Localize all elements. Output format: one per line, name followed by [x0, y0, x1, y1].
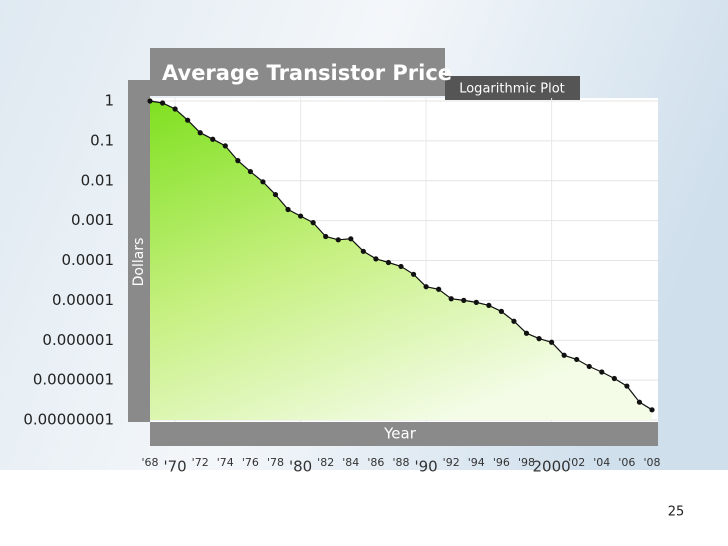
x-tick-label: '72: [192, 456, 209, 469]
point: [611, 375, 617, 382]
point: [410, 271, 417, 277]
x-tick-label: '06: [618, 456, 635, 469]
x-tick-label: '70: [163, 458, 186, 476]
y-tick-label: 0.00000001: [23, 411, 114, 429]
x-tick-label: '88: [392, 456, 409, 469]
point: [272, 191, 279, 198]
x-tick-label: '04: [593, 456, 610, 469]
point: [486, 302, 492, 308]
x-tick-label: '74: [217, 456, 234, 469]
point: [210, 136, 216, 142]
y-tick-label: 0.001: [71, 211, 114, 229]
x-tick-label: '90: [414, 458, 437, 476]
point: [523, 330, 530, 336]
y-tick-label: 0.01: [81, 171, 114, 189]
point: [636, 399, 643, 405]
x-tick-label: '02: [568, 456, 585, 469]
point: [536, 335, 542, 342]
point: [373, 256, 379, 262]
point: [549, 339, 555, 345]
y-axis-label: Dollars: [131, 238, 147, 287]
x-tick-label: '82: [317, 456, 334, 469]
point: [235, 158, 241, 164]
y-tick-label: 0.1: [90, 131, 114, 149]
point: [147, 98, 153, 104]
area: [150, 101, 652, 420]
x-tick-label: '08: [643, 456, 660, 469]
x-axis-bar: [150, 422, 658, 446]
point: [561, 352, 567, 358]
x-tick-label: '92: [443, 456, 460, 469]
point: [398, 263, 404, 270]
chart-title: Average Transistor Price: [162, 61, 452, 85]
y-tick-label: 0.00001: [52, 291, 114, 309]
labels: 1 0.1 0.01 0.001 0.0001 0.00001 0.000001 0.0000…: [23, 92, 660, 476]
title-box: [150, 48, 445, 96]
y-tick-label: 0.0000001: [33, 371, 114, 389]
point: [423, 284, 429, 290]
point: [285, 206, 291, 213]
x-axis-label: Year: [383, 425, 417, 443]
y-tick-label: 0.000001: [42, 331, 114, 349]
point: [649, 407, 655, 413]
point: [599, 369, 605, 375]
point: [436, 286, 442, 292]
y-tick-label: 0.0001: [62, 251, 115, 269]
x-tick-label: '76: [242, 456, 259, 469]
point: [511, 318, 517, 324]
y-tick-label: 1: [104, 92, 114, 110]
point: [574, 356, 580, 363]
x-tick-label: 2000: [533, 458, 571, 476]
point: [385, 259, 392, 266]
point: [197, 130, 203, 136]
y-axis-bar: [128, 80, 150, 422]
x-tick-label: '68: [141, 456, 158, 469]
chart-subtitle: Logarithmic Plot: [459, 82, 565, 97]
point: [586, 363, 592, 370]
marks: [147, 98, 655, 420]
point: [323, 233, 329, 240]
subtitle-box: [445, 76, 580, 100]
point: [260, 179, 266, 185]
x-tick-label: '78: [267, 456, 284, 469]
x-tick-label: '96: [493, 456, 510, 469]
point: [159, 100, 166, 106]
point: [310, 220, 316, 226]
x-tick-label: '94: [468, 456, 485, 469]
x-tick-label: '86: [367, 456, 384, 469]
x-tick-label: '84: [342, 456, 359, 469]
point: [185, 117, 191, 123]
point: [498, 308, 504, 314]
page-number: 25: [668, 505, 685, 520]
footer-band: [0, 470, 728, 546]
point: [247, 168, 253, 175]
point: [360, 248, 366, 254]
point: [298, 213, 304, 219]
point: [348, 236, 354, 242]
point: [624, 383, 630, 389]
point: [335, 237, 341, 243]
point: [222, 143, 228, 149]
point: [473, 299, 479, 305]
point: [448, 296, 454, 302]
x-tick-label: '98: [518, 456, 535, 469]
point: [461, 297, 467, 303]
x-tick-label: '80: [289, 458, 312, 476]
point: [172, 106, 178, 112]
